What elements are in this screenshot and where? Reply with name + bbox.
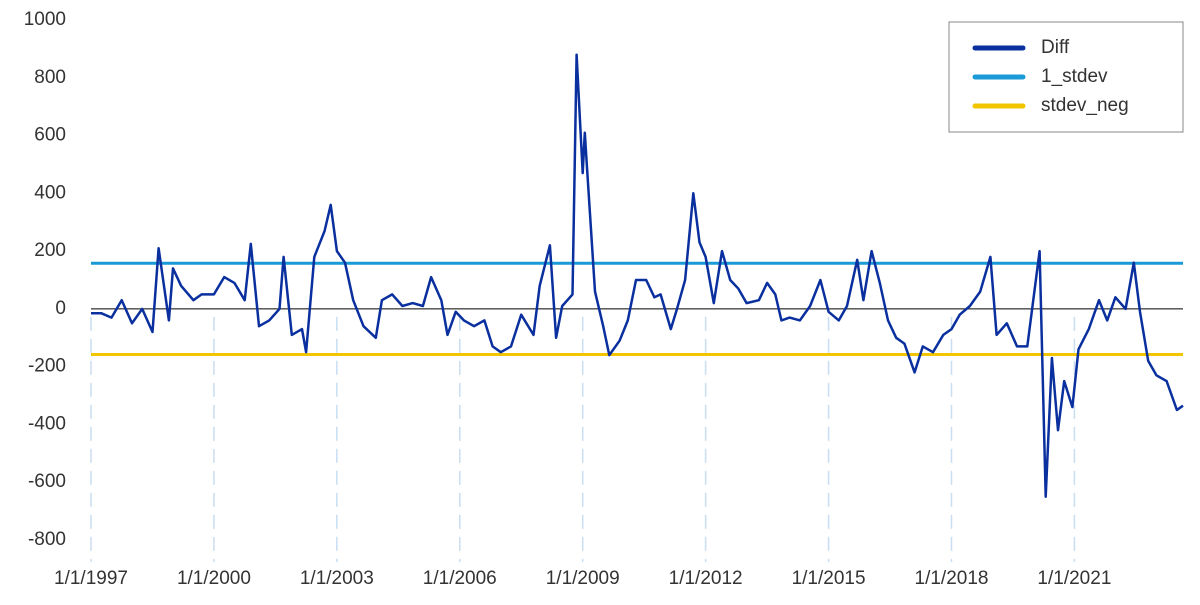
x-tick-label: 1/1/2018 [915,568,989,589]
y-tick-label: 400 [34,182,66,203]
y-tick-label: 1000 [24,9,66,30]
series-line [91,53,1184,498]
x-tick-label: 1/1/2015 [792,568,866,589]
x-tick-label: 1/1/2021 [1037,568,1111,589]
x-tick-label: 1/1/2006 [423,568,497,589]
x-tick-label: 1/1/2000 [177,568,251,589]
y-tick-label: 800 [34,67,66,88]
legend-label: Diff [1041,37,1070,58]
y-tick-label: -800 [28,529,66,550]
y-tick-label: -200 [28,356,66,377]
x-tick-label: 1/1/2012 [669,568,743,589]
y-tick-label: -400 [28,413,66,434]
legend-box [948,21,1184,133]
y-tick-label: 200 [34,240,66,261]
x-tick-label: 1/1/2009 [546,568,620,589]
x-tick-label: 1/1/1997 [54,568,128,589]
y-tick-label: -600 [28,471,66,492]
y-tick-label: 0 [55,298,66,319]
legend-label: stdev_neg [1041,95,1129,116]
x-tick-label: 1/1/2003 [300,568,374,589]
y-tick-label: 600 [34,125,66,146]
legend-label: 1_stdev [1041,66,1108,87]
